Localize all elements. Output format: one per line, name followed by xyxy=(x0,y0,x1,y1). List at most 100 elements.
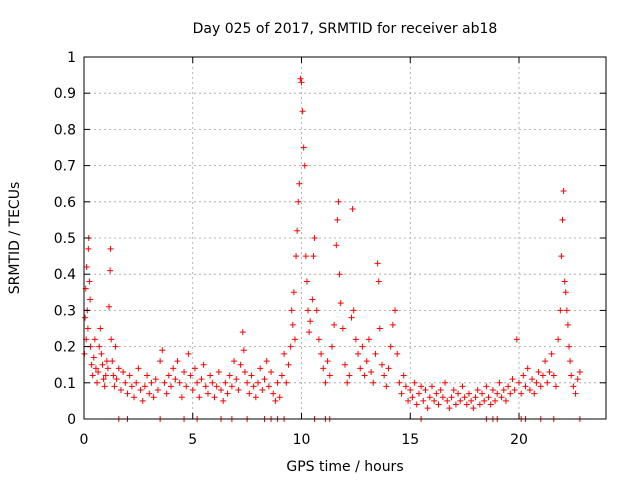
data-point xyxy=(457,397,464,404)
gridlines xyxy=(84,57,606,419)
x-axis-ticks: 0 5 10 15 20 xyxy=(80,57,528,448)
x-tick-label: 0 xyxy=(80,432,89,448)
data-point xyxy=(263,358,270,365)
data-point xyxy=(213,383,220,390)
data-point xyxy=(529,376,536,383)
data-point xyxy=(298,79,305,86)
data-point xyxy=(152,376,159,383)
data-point xyxy=(233,376,240,383)
data-point xyxy=(170,365,177,372)
y-tick-label: 0.5 xyxy=(54,231,76,247)
data-point xyxy=(400,372,407,379)
data-point xyxy=(526,387,533,394)
data-point xyxy=(398,390,405,397)
data-point xyxy=(537,383,544,390)
data-point xyxy=(420,397,427,404)
data-point xyxy=(461,394,468,401)
data-point xyxy=(235,387,242,394)
data-point xyxy=(100,376,107,383)
data-point xyxy=(257,365,264,372)
data-point xyxy=(315,336,322,343)
data-point xyxy=(429,383,435,390)
data-point xyxy=(95,368,102,375)
data-point xyxy=(218,387,225,394)
data-point xyxy=(389,321,396,328)
data-point xyxy=(336,271,343,278)
data-point xyxy=(355,350,362,357)
data-point xyxy=(442,379,449,386)
data-point xyxy=(363,358,370,365)
data-point xyxy=(498,394,505,401)
data-point xyxy=(459,383,466,390)
data-point xyxy=(131,394,138,401)
data-point xyxy=(450,387,457,394)
data-point xyxy=(334,216,341,223)
data-point xyxy=(333,242,340,249)
data-point xyxy=(558,253,565,260)
x-axis-label: GPS time / hours xyxy=(286,459,403,475)
data-point xyxy=(435,401,442,408)
data-point xyxy=(176,379,183,386)
data-point xyxy=(424,405,431,412)
data-point xyxy=(463,401,470,408)
data-point xyxy=(83,263,90,270)
data-point xyxy=(346,372,353,379)
data-point xyxy=(439,394,446,401)
data-point xyxy=(446,405,453,412)
data-point xyxy=(448,394,455,401)
data-point xyxy=(110,372,117,379)
data-point xyxy=(103,358,110,365)
data-point xyxy=(539,372,546,379)
data-point xyxy=(303,278,310,285)
data-point xyxy=(168,383,174,390)
data-point xyxy=(535,368,542,375)
data-point xyxy=(305,307,312,314)
data-point xyxy=(468,397,475,404)
data-point xyxy=(288,307,295,314)
data-point xyxy=(365,336,372,343)
data-points xyxy=(81,75,583,422)
data-point xyxy=(509,376,516,383)
data-point xyxy=(237,361,244,368)
data-point xyxy=(133,379,140,386)
data-point xyxy=(104,365,111,372)
data-point xyxy=(522,383,529,390)
data-point xyxy=(128,383,135,390)
data-point xyxy=(135,365,142,372)
data-point xyxy=(479,390,486,397)
data-point xyxy=(342,361,348,368)
data-point xyxy=(240,347,247,354)
data-point xyxy=(348,314,355,321)
data-point xyxy=(546,368,553,375)
data-point xyxy=(392,307,399,314)
data-point xyxy=(246,390,253,397)
data-point xyxy=(139,397,146,404)
data-point xyxy=(255,379,261,386)
data-point xyxy=(561,278,568,285)
data-point xyxy=(307,318,314,325)
data-point xyxy=(202,383,209,390)
data-point xyxy=(259,387,266,394)
data-point xyxy=(411,379,418,386)
data-point xyxy=(359,343,366,350)
data-point xyxy=(564,321,571,328)
data-point xyxy=(370,379,377,386)
data-point xyxy=(415,390,422,397)
chart-title: Day 025 of 2017, SRMTID for receiver ab1… xyxy=(193,21,498,37)
data-point xyxy=(496,379,503,386)
data-point xyxy=(452,401,459,408)
data-point xyxy=(576,368,583,375)
data-point xyxy=(111,383,118,390)
data-point xyxy=(84,325,91,332)
data-point xyxy=(87,296,94,303)
y-tick-label: 0.9 xyxy=(54,86,76,102)
data-point xyxy=(396,379,403,386)
data-point xyxy=(320,365,327,372)
data-point xyxy=(220,397,227,404)
data-point xyxy=(331,321,338,328)
data-point xyxy=(476,401,483,408)
data-point xyxy=(300,144,307,151)
data-point xyxy=(567,358,574,365)
data-point xyxy=(560,187,567,194)
